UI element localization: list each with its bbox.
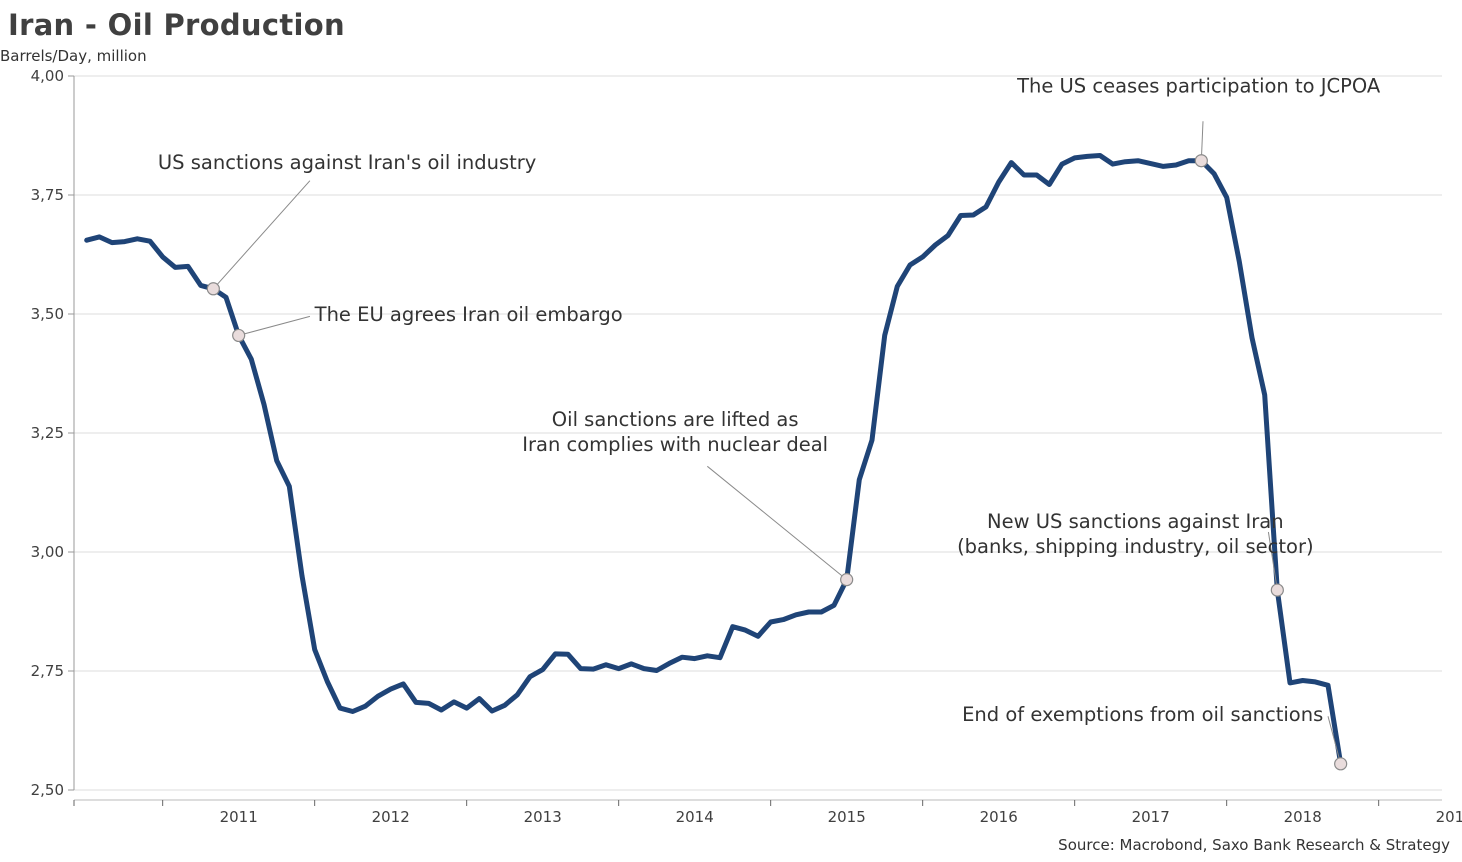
- annotation-marker: [1270, 583, 1284, 597]
- y-tick-label: 3,50: [31, 305, 64, 323]
- annotation-marker: [232, 328, 246, 343]
- x-axis: 2011 2012 2013 2014 2015 2016 2017 2018 2019: [73, 799, 1462, 826]
- annotation-leader: [212, 180, 311, 290]
- y-axis-unit-label: Barrels/Day, million: [0, 47, 147, 65]
- annotation-label: The EU agrees Iran oil embargo: [314, 303, 623, 326]
- series-line: [84, 153, 1344, 767]
- annotation-label: (banks, shipping industry, oil sector): [957, 535, 1314, 558]
- y-tick-label: 3,25: [31, 424, 64, 442]
- annotation-label: End of exemptions from oil sanctions: [962, 703, 1323, 726]
- source-note: Source: Macrobond, Saxo Bank Research & …: [1058, 836, 1450, 854]
- annotation-labels: US sanctions against Iran's oil industry…: [158, 75, 1381, 726]
- annotation-label: New US sanctions against Iran: [987, 510, 1284, 533]
- gridlines: [74, 75, 1442, 791]
- x-tick-label: 2016: [980, 808, 1018, 826]
- annotation-leader: [238, 315, 311, 336]
- annotation-label: The US ceases participation to JCPOA: [1016, 75, 1381, 98]
- annotation-marker: [206, 282, 220, 296]
- annotation-leaders: [212, 121, 1342, 764]
- annotation-markers: [206, 154, 1348, 771]
- x-tick-label: 2015: [828, 808, 866, 826]
- annotation-leader: [707, 465, 847, 580]
- x-tick-label: 2012: [372, 808, 410, 826]
- annotation-label: Oil sanctions are lifted as: [552, 408, 799, 431]
- x-tick-label: 2011: [220, 808, 258, 826]
- annotation-label: US sanctions against Iran's oil industry: [158, 151, 536, 174]
- series-layer: [84, 153, 1344, 767]
- annotation-leader: [1327, 716, 1342, 764]
- x-tick-label: 2013: [524, 808, 562, 826]
- y-tick-label: 2,50: [31, 781, 64, 799]
- y-tick-label: 2,75: [31, 662, 64, 680]
- y-tick-label: 3,75: [31, 186, 64, 204]
- y-tick-label: 3,00: [31, 543, 64, 561]
- x-tick-label: 2019: [1436, 808, 1462, 826]
- annotation-label: Iran complies with nuclear deal: [522, 433, 828, 456]
- annotation-marker: [1194, 154, 1208, 168]
- chart-title: Iran - Oil Production: [8, 8, 345, 42]
- x-tick-label: 2014: [676, 808, 714, 826]
- annotation-marker: [840, 573, 854, 587]
- x-tick-label: 2017: [1132, 808, 1170, 826]
- x-tick-label: 2018: [1284, 808, 1322, 826]
- annotation-leader: [1267, 531, 1278, 591]
- y-axis: 4,00 3,75 3,50 3,25 3,00 2,75 2,50: [31, 67, 75, 799]
- annotation-marker: [1334, 757, 1348, 771]
- y-tick-label: 4,00: [31, 67, 64, 85]
